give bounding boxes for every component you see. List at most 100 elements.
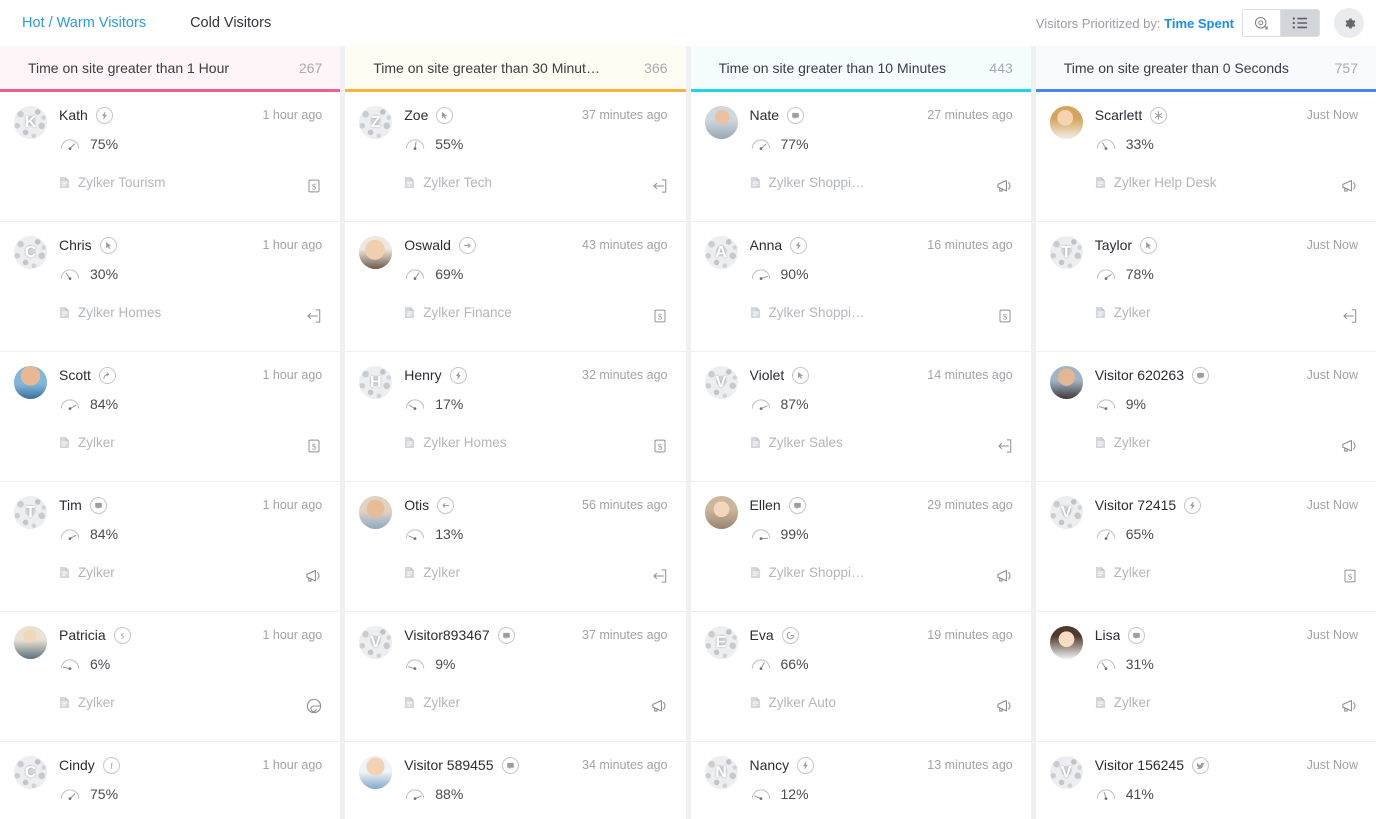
visitor-name[interactable]: Visitor 156245 bbox=[1094, 757, 1184, 773]
card-action-button[interactable]: $ bbox=[303, 175, 325, 197]
visitor-company[interactable]: Zylker Tech bbox=[423, 175, 493, 190]
visitor-company[interactable]: Zylker bbox=[78, 695, 115, 710]
column-card-list[interactable]: Nate 27 minutes ago 77% Zylker Shoppi… A Anna… bbox=[690, 92, 1031, 819]
card-action-button[interactable]: $ bbox=[649, 305, 671, 327]
visitor-card[interactable]: T Taylor Just Now 78% Zylker bbox=[1035, 222, 1376, 352]
visitor-name[interactable]: Scarlett bbox=[1094, 107, 1143, 123]
card-action-button[interactable]: $ bbox=[1339, 565, 1361, 587]
visitor-card[interactable]: Patricia $1 hour ago 6% Zylker bbox=[0, 612, 341, 742]
visitor-card[interactable]: Visitor 589455 34 minutes ago 88% bbox=[345, 742, 686, 819]
card-action-button[interactable]: $ bbox=[994, 305, 1016, 327]
card-action-button[interactable] bbox=[649, 565, 671, 587]
visitor-company[interactable]: Zylker bbox=[1113, 305, 1151, 320]
visitor-name[interactable]: Ellen bbox=[749, 497, 781, 513]
card-action-button[interactable] bbox=[994, 695, 1016, 717]
visitor-name[interactable]: Anna bbox=[749, 237, 783, 253]
card-action-button[interactable]: $ bbox=[649, 435, 671, 457]
visitor-card[interactable]: H Henry 32 minutes ago 17% Zylker Homes $ bbox=[345, 352, 686, 482]
visitor-name[interactable]: Kath bbox=[59, 107, 88, 123]
card-action-button[interactable] bbox=[649, 175, 671, 197]
column-card-list[interactable]: Scarlett Just Now 33% Zylker Help Desk T Tayl… bbox=[1035, 92, 1376, 819]
column-header[interactable]: Time on site greater than 1 Hour 267 bbox=[0, 46, 341, 92]
card-action-button[interactable] bbox=[994, 175, 1016, 197]
visitor-card[interactable]: V Visitor 72415 Just Now 65% Zylker $ bbox=[1035, 482, 1376, 612]
visitor-card[interactable]: V Violet 14 minutes ago 87% Zylker Sales bbox=[690, 352, 1031, 482]
visitor-card[interactable]: T Tim 1 hour ago 84% Zylker bbox=[0, 482, 341, 612]
column-header[interactable]: Time on site greater than 10 Minutes 443 bbox=[690, 46, 1031, 92]
visitor-name[interactable]: Cindy bbox=[59, 757, 95, 773]
column-header[interactable]: Time on site greater than 30 Minut… 366 bbox=[345, 46, 686, 92]
tab-cold-visitors[interactable]: Cold Visitors bbox=[190, 15, 272, 31]
visitor-card[interactable]: V Visitor 156245 Just Now 41% bbox=[1035, 742, 1376, 819]
visitor-company[interactable]: Zylker bbox=[1113, 435, 1151, 450]
visitor-card[interactable]: Ellen 29 minutes ago 99% Zylker Shoppi… bbox=[690, 482, 1031, 612]
visitor-company[interactable]: Zylker Shoppi… bbox=[768, 305, 865, 320]
visitor-company[interactable]: Zylker bbox=[78, 435, 115, 450]
visitor-name[interactable]: Oswald bbox=[404, 237, 451, 253]
visitor-company[interactable]: Zylker bbox=[423, 565, 460, 580]
visitor-company[interactable]: Zylker bbox=[1113, 695, 1151, 710]
visitor-name[interactable]: Zoe bbox=[404, 107, 429, 123]
list-view-icon-button[interactable] bbox=[1281, 10, 1319, 36]
visitor-name[interactable]: Patricia bbox=[59, 627, 106, 643]
visitor-name[interactable]: Violet bbox=[749, 367, 785, 383]
card-action-button[interactable] bbox=[994, 435, 1016, 457]
visitor-name[interactable]: Tim bbox=[59, 497, 82, 513]
card-action-button[interactable] bbox=[303, 565, 325, 587]
tab-hot-warm-visitors[interactable]: Hot / Warm Visitors bbox=[22, 15, 147, 31]
visitor-company[interactable]: Zylker Auto bbox=[768, 695, 837, 710]
visitor-company[interactable]: Zylker bbox=[423, 695, 460, 710]
card-action-button[interactable] bbox=[1339, 695, 1361, 717]
column-card-list[interactable]: Z Zoe 37 minutes ago 55% Zylker Tech Oswald 43… bbox=[345, 92, 686, 819]
visitor-card[interactable]: A Anna 16 minutes ago 90% Zylker Shoppi… $ bbox=[690, 222, 1031, 352]
prioritized-by-value[interactable]: Time Spent bbox=[1164, 15, 1234, 31]
visitor-card[interactable]: C Chris 1 hour ago 30% Zylker Homes bbox=[0, 222, 341, 352]
visitor-card[interactable]: Nate 27 minutes ago 77% Zylker Shoppi… bbox=[690, 92, 1031, 222]
card-action-button[interactable] bbox=[994, 565, 1016, 587]
visitor-name[interactable]: Chris bbox=[59, 237, 92, 253]
visitor-company[interactable]: Zylker Shoppi… bbox=[768, 565, 865, 580]
visitor-company[interactable]: Zylker Help Desk bbox=[1113, 175, 1217, 190]
visitor-name[interactable]: Nate bbox=[749, 107, 780, 123]
visitor-company[interactable]: Zylker Finance bbox=[423, 305, 512, 320]
visitor-card[interactable]: Oswald 43 minutes ago 69% Zylker Finance $ bbox=[345, 222, 686, 352]
visitor-card[interactable]: Lisa Just Now 31% Zylker bbox=[1035, 612, 1376, 742]
card-action-button[interactable] bbox=[649, 695, 671, 717]
visitor-card[interactable]: V Visitor893467 37 minutes ago 9% Zylker bbox=[345, 612, 686, 742]
visitor-name[interactable]: Nancy bbox=[749, 757, 790, 773]
visitor-company[interactable]: Zylker Tourism bbox=[78, 175, 166, 190]
visitor-card[interactable]: Otis 56 minutes ago 13% Zylker bbox=[345, 482, 686, 612]
column-header[interactable]: Time on site greater than 0 Seconds 757 bbox=[1035, 46, 1376, 92]
card-action-button[interactable] bbox=[303, 695, 325, 717]
visitor-card[interactable]: Visitor 620263 Just Now 9% Zylker bbox=[1035, 352, 1376, 482]
visitor-name[interactable]: Henry bbox=[404, 367, 442, 383]
visitor-card[interactable]: Scarlett Just Now 33% Zylker Help Desk bbox=[1035, 92, 1376, 222]
visitor-name[interactable]: Otis bbox=[404, 497, 430, 513]
visitor-name[interactable]: Visitor 72415 bbox=[1094, 497, 1177, 513]
visitor-name[interactable]: Visitor893467 bbox=[404, 627, 490, 643]
visitor-card[interactable]: K Kath 1 hour ago 75% Zylker Tourism $ bbox=[0, 92, 341, 222]
card-action-button[interactable] bbox=[303, 305, 325, 327]
visitor-card[interactable]: Z Zoe 37 minutes ago 55% Zylker Tech bbox=[345, 92, 686, 222]
visitor-name[interactable]: Visitor 589455 bbox=[404, 757, 494, 773]
visitor-card[interactable]: N Nancy 13 minutes ago 12% bbox=[690, 742, 1031, 819]
visitor-name[interactable]: Taylor bbox=[1094, 237, 1133, 253]
visitor-company[interactable]: Zylker Shoppi… bbox=[768, 175, 865, 190]
visitor-card[interactable]: Scott 1 hour ago 84% Zylker $ bbox=[0, 352, 341, 482]
column-card-list[interactable]: K Kath 1 hour ago 75% Zylker Tourism $ C Chris 1… bbox=[0, 92, 341, 819]
visitor-company[interactable]: Zylker Homes bbox=[423, 435, 507, 450]
card-action-button[interactable] bbox=[1339, 305, 1361, 327]
visitor-card[interactable]: C Cindy f 1 hour ago 75% bbox=[0, 742, 341, 819]
card-action-button[interactable] bbox=[1339, 435, 1361, 457]
card-action-button[interactable]: $ bbox=[303, 435, 325, 457]
visitor-name[interactable]: Scott bbox=[59, 367, 91, 383]
visitor-company[interactable]: Zylker Sales bbox=[768, 435, 843, 450]
visitor-name[interactable]: Eva bbox=[749, 627, 774, 643]
settings-button[interactable] bbox=[1334, 8, 1364, 38]
visitor-company[interactable]: Zylker Homes bbox=[78, 305, 162, 320]
card-action-button[interactable] bbox=[1339, 175, 1361, 197]
visitor-name[interactable]: Lisa bbox=[1094, 627, 1121, 643]
tracking-view-icon-button[interactable] bbox=[1243, 10, 1281, 36]
visitor-name[interactable]: Visitor 620263 bbox=[1094, 367, 1184, 383]
visitor-company[interactable]: Zylker bbox=[78, 565, 115, 580]
